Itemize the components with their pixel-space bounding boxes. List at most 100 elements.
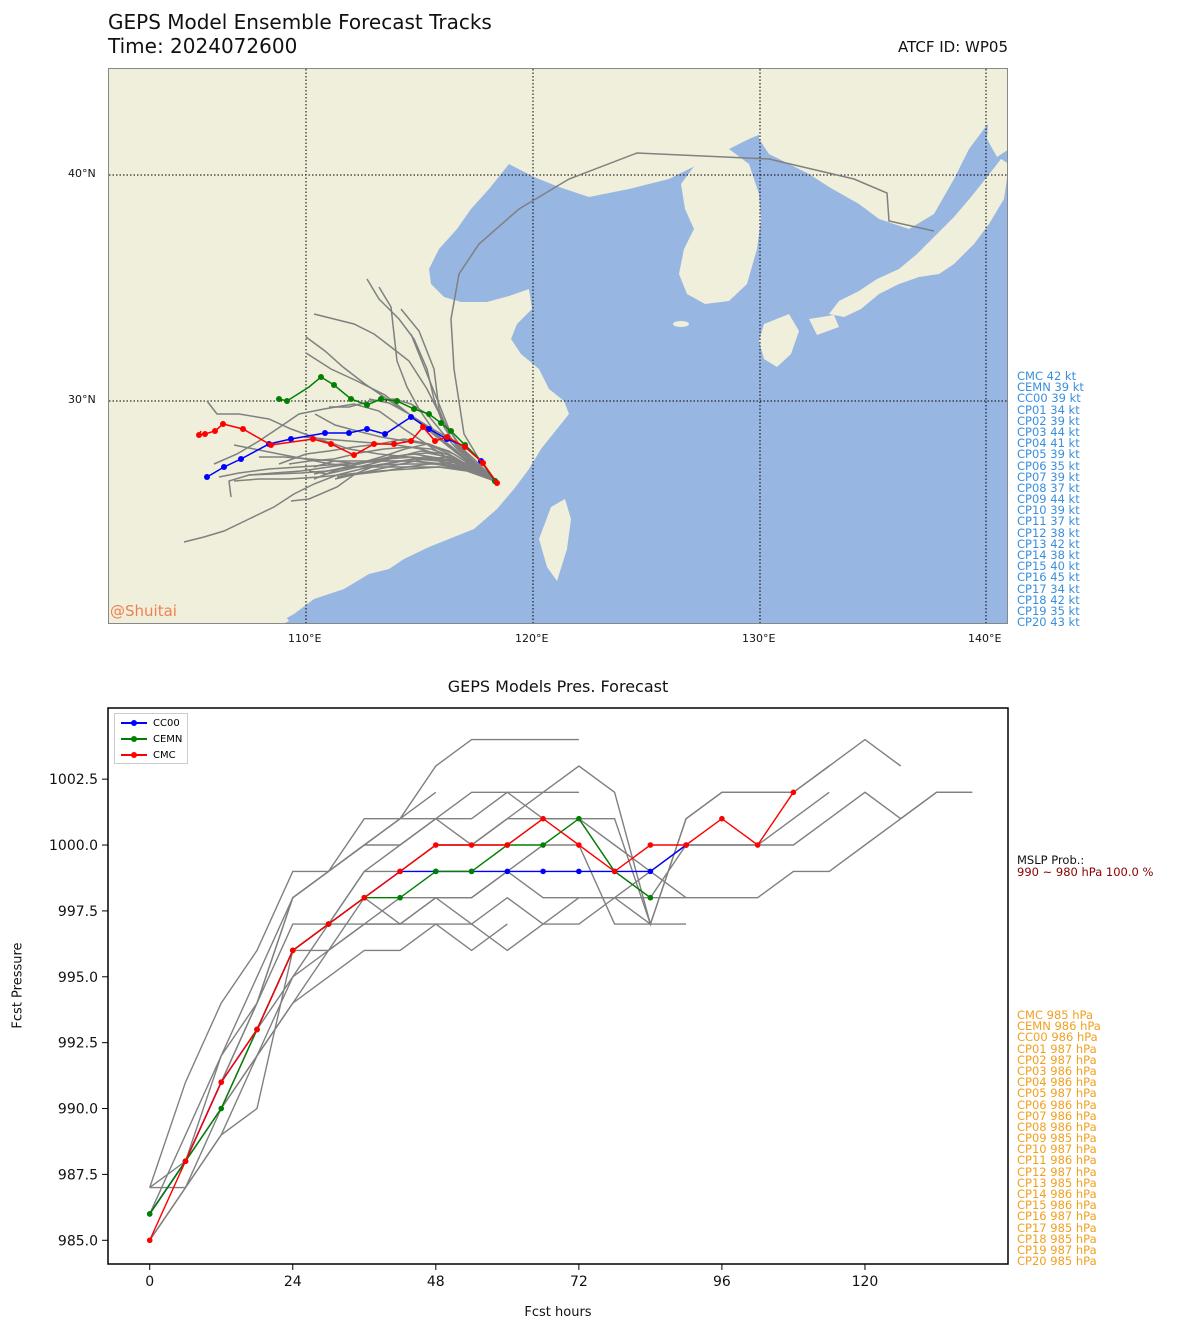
data-point-cmc	[182, 1158, 189, 1165]
data-point-cc00	[397, 868, 403, 875]
wind-list-item: CP13 42 kt	[1017, 536, 1080, 551]
atcf-id: ATCF ID: WP05	[897, 38, 1008, 56]
track-cp11	[378, 286, 496, 482]
ensemble-tracks	[183, 152, 935, 543]
land-islet	[673, 321, 689, 327]
data-point-cc00	[218, 1079, 225, 1085]
data-point-cc00	[182, 1158, 189, 1165]
wind-list-item: CEMN 39 kt	[1017, 380, 1084, 395]
data-point-cc00	[325, 921, 332, 927]
series-line-member-4	[149, 738, 579, 1215]
wind-list-item: CP05 39 kt	[1017, 447, 1080, 462]
x-tick-label: 96	[713, 1274, 731, 1290]
pressure-list-item: CP06 986 hPa	[1017, 1097, 1097, 1112]
series-line-member-5	[149, 765, 830, 1215]
y-tick-label: 987.5	[58, 1167, 98, 1183]
track-cp17	[329, 398, 496, 482]
series-line-member-14	[149, 870, 687, 1189]
pressure-list-item: CEMN 986 hPa	[1017, 1019, 1101, 1034]
data-point-cemn	[361, 894, 368, 901]
data-point-cmc	[576, 842, 582, 848]
x-tick-label: 0	[145, 1274, 154, 1290]
legend-swatch-cemn	[121, 736, 147, 742]
legend-item-cmc: CMC	[121, 748, 176, 762]
track-cp27	[233, 466, 496, 482]
pressure-list-item: CP01 987 hPa	[1017, 1041, 1097, 1056]
x-axis-label: Fcst hours	[524, 1305, 592, 1320]
data-point-cmc	[540, 815, 546, 822]
track-cmc-points	[196, 421, 500, 486]
wind-list-item: CP06 35 kt	[1017, 458, 1080, 473]
track-map	[108, 68, 1008, 624]
track-map-canvas	[109, 69, 1007, 623]
mslp-prob-title: MSLP Prob.:	[1017, 853, 1085, 867]
lat-label-40: 40°N	[68, 167, 96, 180]
wind-list-item: CP03 44 kt	[1017, 424, 1080, 439]
lon-label-140: 140°E	[968, 632, 1002, 645]
data-point-cmc	[683, 842, 689, 848]
pressure-list-item: CP04 986 hPa	[1017, 1075, 1097, 1090]
data-point-cc00	[254, 1026, 260, 1033]
series-line-member-10	[149, 844, 651, 1215]
data-point-cemn	[325, 921, 332, 927]
pressure-list-item: CP13 985 hPa	[1017, 1175, 1097, 1190]
wind-list-item: CP20 43 kt	[1017, 615, 1080, 630]
track-cp09	[313, 313, 496, 482]
land-hainan	[259, 607, 289, 623]
wind-list-item: CC00 39 kt	[1017, 391, 1081, 406]
wind-list-item: CP16 45 kt	[1017, 570, 1080, 585]
wind-list-item: CP11 37 kt	[1017, 514, 1080, 529]
series-line-member-7	[149, 791, 437, 1189]
series-line-member-11	[149, 791, 973, 1241]
data-point-cmc	[647, 842, 654, 848]
y-tick-label: 1002.5	[49, 772, 98, 788]
data-point-cemn	[182, 1158, 189, 1165]
data-point-cmc	[468, 842, 475, 848]
y-tick-label: 997.5	[58, 904, 98, 920]
wind-list-item: CP15 40 kt	[1017, 559, 1080, 574]
y-axis-label: Fcst Pressure	[10, 942, 26, 1029]
pressure-list-item: CP08 986 hPa	[1017, 1119, 1097, 1134]
land-japan-shikoku	[809, 315, 839, 335]
wind-intensity-list: CMC 42 kt CEMN 39 kt CC00 39 kt CP01 34 kt C…	[1017, 370, 1084, 630]
wind-list-item: CP04 41 kt	[1017, 436, 1080, 451]
lon-label-120: 120°E	[515, 632, 549, 645]
data-point-cc00	[504, 868, 511, 875]
wind-list-item: CP18 42 kt	[1017, 592, 1080, 607]
wind-list-item: CP07 39 kt	[1017, 469, 1080, 484]
track-cp12	[410, 333, 496, 482]
series-line-cemn	[149, 817, 651, 1215]
pressure-list-item: CP20 985 hPa	[1017, 1254, 1097, 1269]
track-cp26	[248, 463, 496, 482]
land-japan-hokkaido	[987, 100, 1007, 157]
data-point-cc00	[576, 868, 582, 875]
pressure-list-item: CP11 986 hPa	[1017, 1153, 1097, 1168]
data-point-cemn	[576, 815, 582, 822]
data-point-cmc	[289, 947, 296, 954]
data-point-cc00	[540, 868, 546, 875]
pressure-list-item: CP16 987 hPa	[1017, 1209, 1097, 1224]
wind-list-item: CP14 38 kt	[1017, 548, 1080, 562]
pressure-list-item: CP09 985 hPa	[1017, 1131, 1097, 1146]
data-point-cemn	[504, 842, 511, 848]
x-tick-label: 48	[427, 1274, 445, 1290]
series-line-member-8	[149, 791, 830, 1215]
land-taiwan	[539, 499, 571, 581]
data-point-cemn	[611, 868, 618, 875]
legend-label-cc00: CC00	[153, 717, 180, 729]
mslp-prob-value: 990 ~ 980 hPa 100.0 %	[1017, 865, 1154, 879]
legend-label-cemn: CEMN	[153, 733, 183, 745]
wind-list-item: CP01 34 kt	[1017, 402, 1080, 417]
lat-label-30: 30°N	[68, 393, 96, 406]
land-northeast	[759, 69, 1007, 229]
series-line-member-3	[149, 791, 579, 1188]
data-point-cmc	[361, 894, 368, 901]
legend-label-cmc: CMC	[153, 749, 176, 761]
data-point-cmc	[325, 921, 332, 927]
wind-list-item: CP02 39 kt	[1017, 413, 1080, 428]
track-cp16	[305, 336, 496, 482]
wind-list-item: CP09 44 kt	[1017, 492, 1080, 507]
data-point-cc00	[289, 947, 296, 954]
series-line-member-13	[149, 896, 687, 1215]
lon-label-130: 130°E	[742, 632, 776, 645]
